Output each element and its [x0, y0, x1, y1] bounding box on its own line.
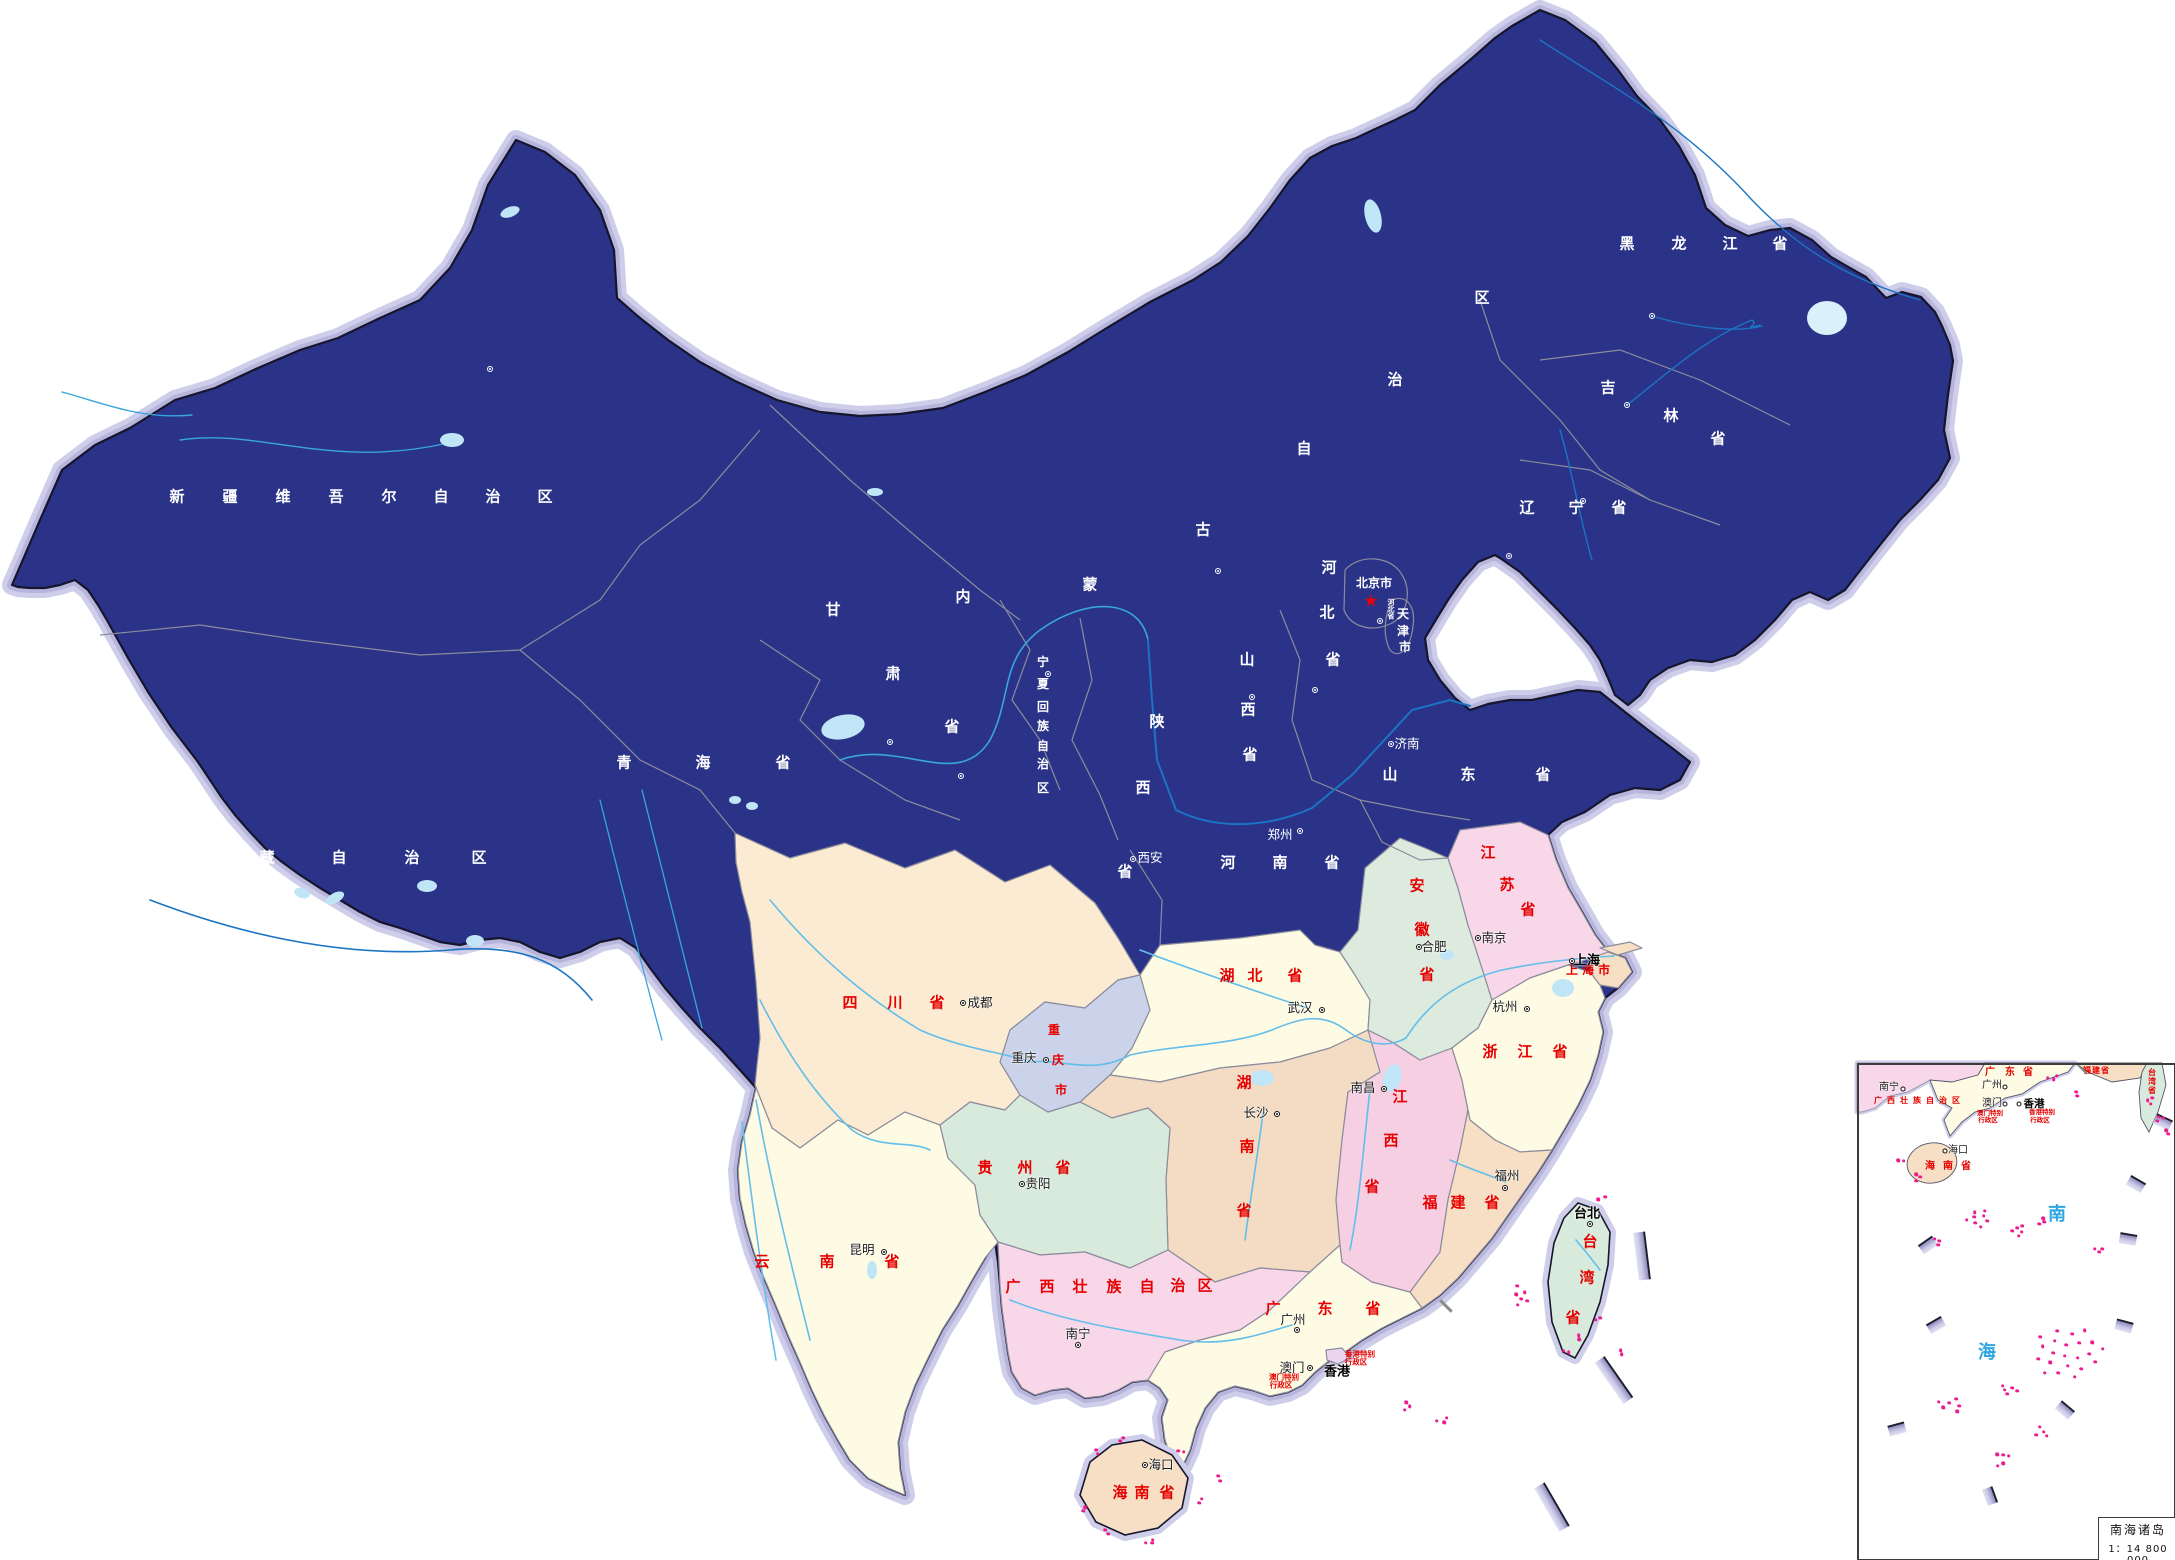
inset-scale-box: 南海诸岛 1：14 800 000 [2098, 1517, 2175, 1560]
region-hongkong[interactable] [1325, 1347, 1351, 1365]
inset-scale: 1：14 800 000 [2108, 1544, 2168, 1560]
rivers-north [61, 39, 1921, 1041]
inset-title: 南海诸岛 [2109, 1523, 2166, 1537]
province-shanghai[interactable] [1589, 951, 1633, 989]
lakes [294, 199, 1847, 1279]
province-guangxi[interactable] [997, 1241, 1311, 1399]
rivers-south [741, 899, 1615, 1361]
inset-fujian[interactable] [2073, 1062, 2149, 1083]
province-fujian[interactable] [1409, 1109, 1553, 1309]
north-province-borders [99, 299, 1791, 946]
province-chongqing[interactable] [999, 974, 1151, 1113]
inset-taiwan[interactable] [2138, 1062, 2167, 1133]
chongming-island [1599, 941, 1643, 956]
inset-hainan[interactable] [1904, 1139, 1960, 1187]
inset-land [1854, 1060, 2167, 1187]
